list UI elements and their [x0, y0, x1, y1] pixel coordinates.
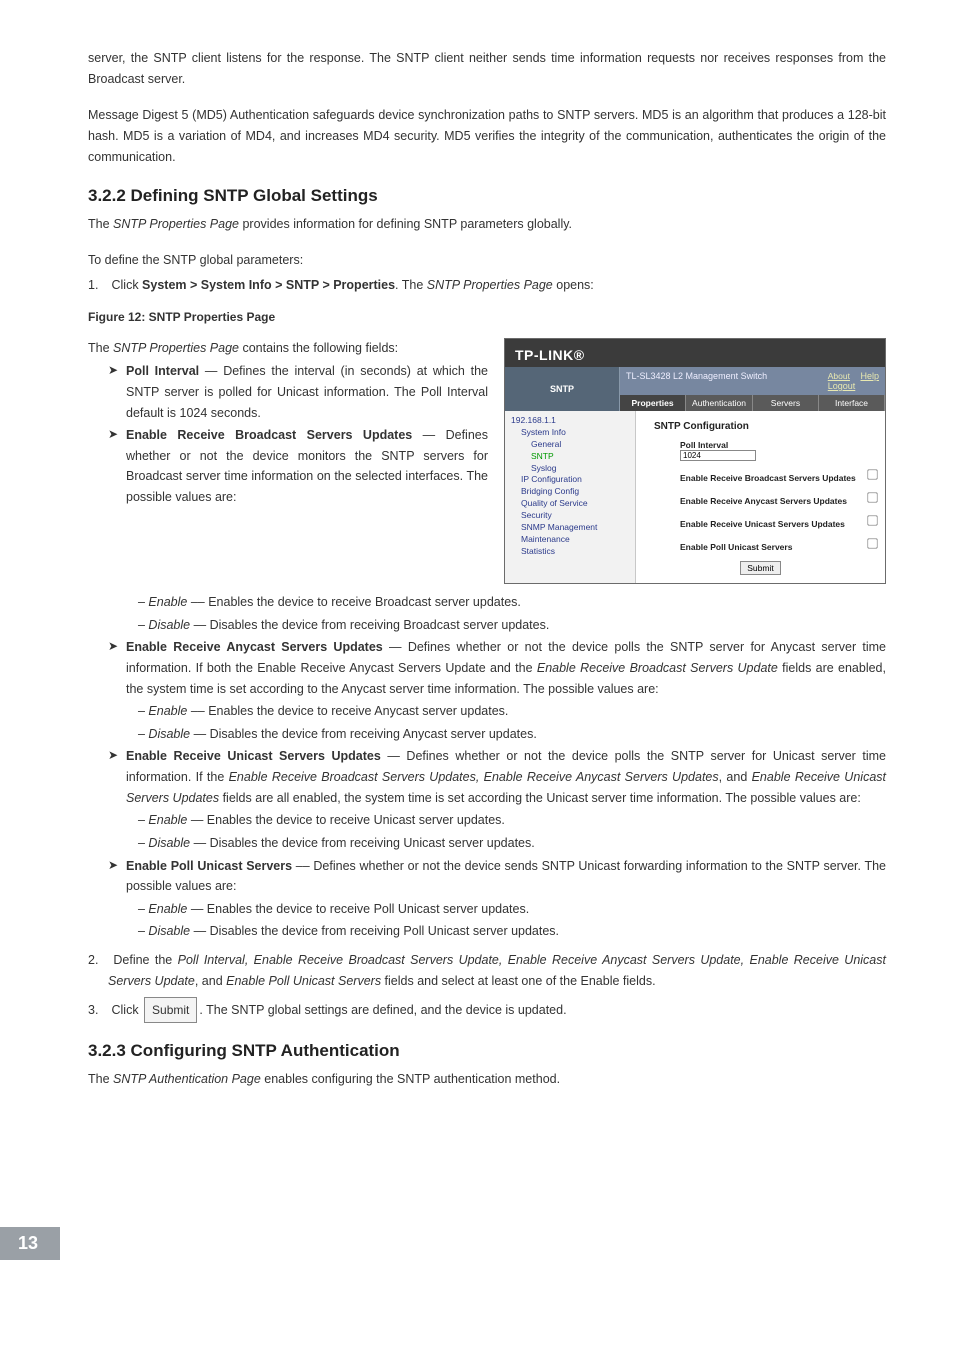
txt: — Enables the device to receive Poll Uni… — [187, 902, 529, 916]
bullet-pollunicast: ➤ Enable Poll Unicast Servers –– Defines… — [88, 856, 886, 897]
txt: Define the — [113, 953, 177, 967]
para-intro1: server, the SNTP client listens for the … — [88, 48, 886, 91]
txt-italic: – Disable — [138, 618, 190, 632]
bullet-arrow-icon: ➤ — [108, 361, 118, 381]
txt: — Enables the device to receive Unicast … — [187, 813, 505, 827]
txt-italic: – Enable — [138, 595, 187, 609]
sub-disable: – Disable — Disables the device from rec… — [88, 724, 886, 745]
txt-italic: – Enable — [138, 902, 187, 916]
heading-323: 3.2.3 Configuring SNTP Authentication — [88, 1041, 886, 1061]
txt: contains the following fields: — [239, 341, 398, 355]
step-num: 3. — [88, 1000, 108, 1021]
cfg-unicast: Enable Receive Unicast Servers Updates — [636, 509, 885, 532]
txt-italic: SNTP Authentication Page — [113, 1072, 261, 1086]
sub-enable: – Enable — Enables the device to receive… — [88, 899, 886, 920]
step-num: 1. — [88, 275, 108, 296]
sec322-p2: To define the SNTP global parameters: — [88, 250, 886, 271]
unicast-checkbox[interactable] — [868, 515, 878, 525]
heading-322: 3.2.2 Defining SNTP Global Settings — [88, 186, 886, 206]
txt-italic: SNTP Properties Page — [113, 341, 239, 355]
txt-italic: SNTP Properties Page — [427, 278, 553, 292]
txt-bold: System > System Info > SNTP > Properties — [142, 278, 395, 292]
txt: — Disables the device from receiving Any… — [190, 727, 537, 741]
txt: The — [88, 341, 113, 355]
tree-statistics[interactable]: Statistics — [511, 546, 631, 558]
txt: provides information for defining SNTP p… — [239, 217, 572, 231]
shot-submit-button[interactable]: Submit — [740, 561, 780, 575]
sub-disable: – Disable — Disables the device from rec… — [88, 615, 886, 636]
txt-italic: Enable Receive Broadcast Servers Update — [537, 661, 778, 675]
tree-maintenance[interactable]: Maintenance — [511, 534, 631, 546]
txt-italic: Enable Poll Unicast Servers — [226, 974, 381, 988]
txt: –– Enables the device to receive Broadca… — [187, 595, 521, 609]
txt-italic: – Enable — [138, 813, 187, 827]
txt-italic: SNTP Properties Page — [113, 217, 239, 231]
pollunicast-checkbox[interactable] — [868, 538, 878, 548]
sub-enable: – Enable –– Enables the device to receiv… — [88, 592, 886, 613]
submit-button-inline[interactable]: Submit — [144, 997, 197, 1023]
txt: The — [88, 1072, 113, 1086]
txt: Click — [111, 1003, 142, 1017]
bullet-arrow-icon: ➤ — [108, 637, 118, 657]
bullet-arrow-icon: ➤ — [108, 425, 118, 445]
step-3: 3. Click Submit. The SNTP global setting… — [88, 997, 886, 1023]
txt: — Disables the device from receiving Pol… — [190, 924, 559, 938]
sub-disable: – Disable — Disables the device from rec… — [88, 833, 886, 854]
bullet-anycast: ➤ Enable Receive Anycast Servers Updates… — [88, 637, 886, 699]
txt: Click — [111, 278, 142, 292]
sec322-p1: The SNTP Properties Page provides inform… — [88, 214, 886, 235]
sub-enable: – Enable –– Enables the device to receiv… — [88, 701, 886, 722]
lbl: Enable Receive Unicast Servers Updates — [680, 519, 860, 529]
sec323-p1: The SNTP Authentication Page enables con… — [88, 1069, 886, 1090]
tree-snmp[interactable]: SNMP Management — [511, 522, 631, 534]
tree-security[interactable]: Security — [511, 510, 631, 522]
txt-italic: – Disable — [138, 924, 190, 938]
txt-bold: Enable Receive Unicast Servers Updates — [126, 749, 381, 763]
sub-disable: – Disable — Disables the device from rec… — [88, 921, 886, 942]
txt-italic: – Disable — [138, 836, 190, 850]
txt-bold: Enable Poll Unicast Servers — [126, 859, 292, 873]
step-2: 2. Define the Poll Interval, Enable Rece… — [88, 950, 886, 993]
bullet-arrow-icon: ➤ — [108, 856, 118, 876]
para-intro2: Message Digest 5 (MD5) Authentication sa… — [88, 105, 886, 169]
txt-italic: Enable Receive Broadcast Servers Updates… — [229, 770, 719, 784]
txt-italic: – Disable — [138, 727, 190, 741]
txt: The — [88, 217, 113, 231]
bullet-arrow-icon: ➤ — [108, 746, 118, 766]
txt-bold: Enable Receive Broadcast Servers Updates — [126, 428, 412, 442]
txt-bold: Poll Interval — [126, 364, 199, 378]
txt-italic: – Enable — [138, 704, 187, 718]
txt: — Disables the device from receiving Bro… — [190, 618, 549, 632]
bullet-broadcast: ➤ Enable Receive Broadcast Servers Updat… — [88, 425, 886, 508]
bullet-unicast: ➤ Enable Receive Unicast Servers Updates… — [88, 746, 886, 808]
txt: — Disables the device from receiving Uni… — [190, 836, 535, 850]
txt: opens: — [553, 278, 594, 292]
txt: fields and select at least one of the En… — [381, 974, 655, 988]
txt: enables configuring the SNTP authenticat… — [261, 1072, 560, 1086]
txt: fields are all enabled, the system time … — [219, 791, 861, 805]
txt: , and — [719, 770, 752, 784]
figure-caption: Figure 12: SNTP Properties Page — [88, 310, 886, 324]
txt-bold: Enable Receive Anycast Servers Updates — [126, 640, 383, 654]
txt: , and — [195, 974, 226, 988]
bullet-poll-interval: ➤ Poll Interval — Defines the interval (… — [88, 361, 886, 423]
txt: –– Enables the device to receive Anycast… — [187, 704, 508, 718]
step-1: 1. Click System > System Info > SNTP > P… — [88, 275, 886, 296]
txt: . The — [395, 278, 427, 292]
sub-enable: – Enable — Enables the device to receive… — [88, 810, 886, 831]
lbl: Enable Poll Unicast Servers — [680, 542, 860, 552]
step-num: 2. — [88, 950, 108, 971]
cfg-pollunicast: Enable Poll Unicast Servers — [636, 532, 885, 555]
page-number: 13 — [0, 1227, 60, 1260]
txt: . The SNTP global settings are defined, … — [199, 1003, 566, 1017]
